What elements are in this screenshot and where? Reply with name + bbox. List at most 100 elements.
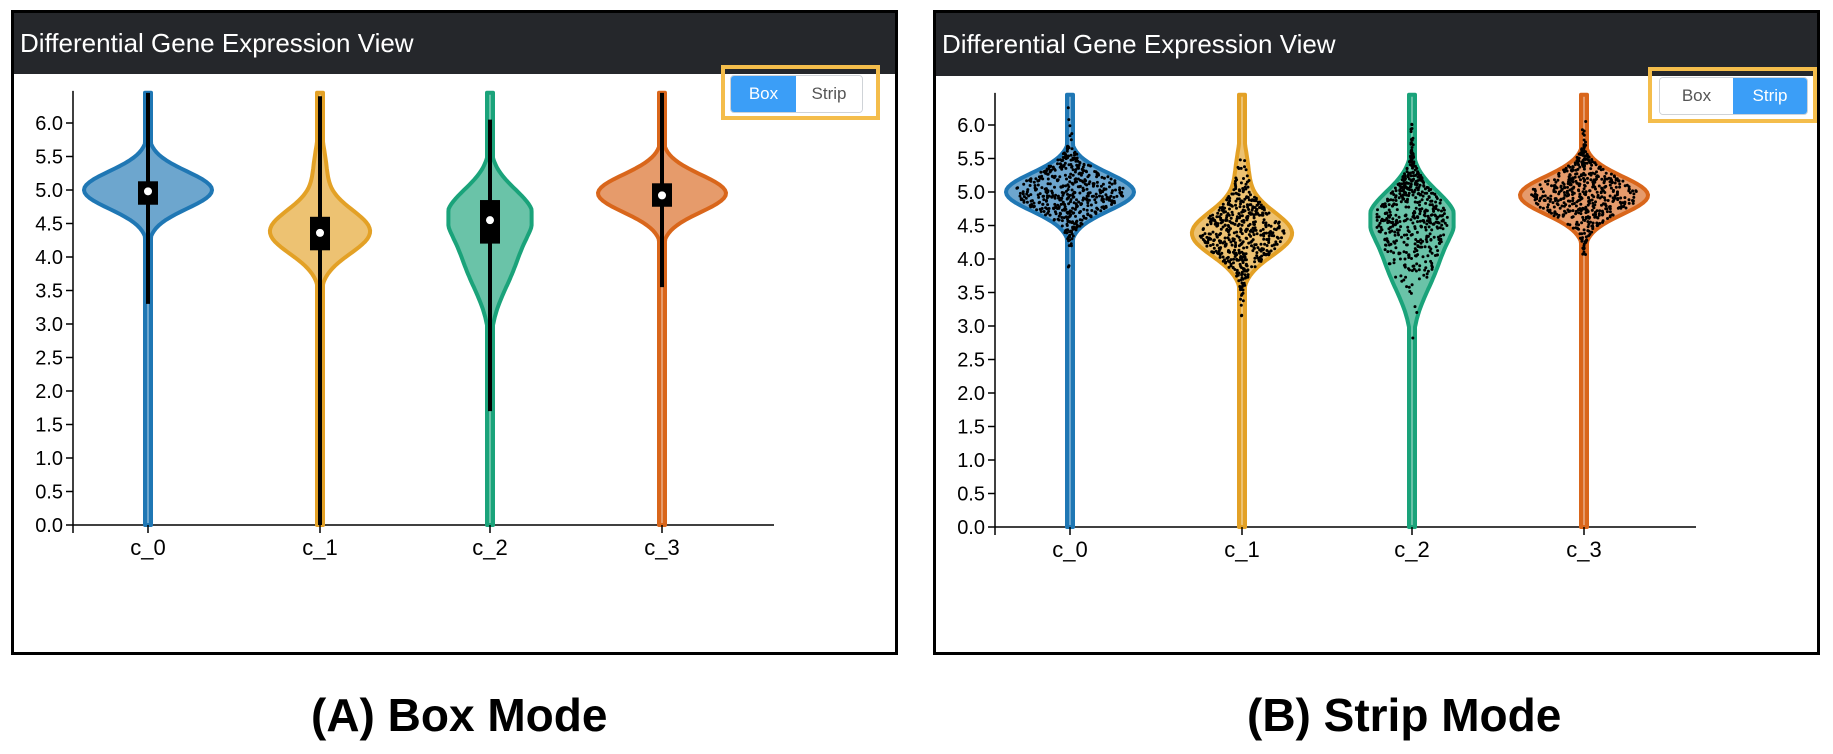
strip-point xyxy=(1571,226,1575,230)
strip-point xyxy=(1273,221,1277,225)
strip-point xyxy=(1252,216,1256,220)
strip-point xyxy=(1085,208,1089,212)
strip-point xyxy=(1253,223,1256,226)
strip-point xyxy=(1571,177,1575,181)
strip-mode-button[interactable]: Strip xyxy=(1733,78,1807,114)
strip-point xyxy=(1596,195,1600,199)
mode-toggle[interactable]: Box Strip xyxy=(1659,77,1808,115)
strip-point xyxy=(1234,187,1238,191)
strip-point xyxy=(1617,179,1621,183)
strip-point xyxy=(1247,198,1251,202)
strip-point xyxy=(1234,179,1237,183)
strip-point xyxy=(1047,207,1051,210)
strip-point xyxy=(1234,241,1237,245)
strip-point xyxy=(1257,258,1261,262)
strip-point xyxy=(1581,132,1585,136)
strip-point xyxy=(1549,194,1553,198)
strip-point xyxy=(1556,178,1560,182)
strip-point xyxy=(1539,196,1542,200)
strip-point xyxy=(1395,203,1399,207)
strip-point xyxy=(1601,167,1605,171)
strip-point xyxy=(1070,147,1074,151)
strip-point xyxy=(1389,213,1393,217)
strip-point xyxy=(1379,225,1383,229)
strip-point xyxy=(1594,200,1597,204)
strip-point xyxy=(1217,239,1221,243)
strip-point xyxy=(1109,177,1113,181)
strip-point xyxy=(1434,200,1438,204)
strip-point xyxy=(1068,220,1071,223)
strip-point xyxy=(1260,258,1263,261)
strip-point xyxy=(1094,212,1098,215)
strip-point xyxy=(1081,186,1085,190)
strip-point xyxy=(1233,248,1237,252)
strip-point xyxy=(1409,174,1413,178)
strip-point xyxy=(1081,165,1085,169)
strip-point xyxy=(1624,206,1628,210)
strip-point xyxy=(1066,192,1069,196)
strip-point xyxy=(1421,255,1425,259)
strip-point xyxy=(1238,251,1241,255)
strip-point xyxy=(1554,185,1558,189)
strip-point xyxy=(1556,203,1560,207)
mode-toggle[interactable]: Box Strip xyxy=(730,75,863,113)
strip-point xyxy=(1095,206,1099,210)
box-mode-button[interactable]: Box xyxy=(731,76,796,112)
strip-point xyxy=(1429,238,1433,242)
strip-point xyxy=(1244,168,1248,172)
strip-point xyxy=(1053,202,1057,206)
strip-point xyxy=(1584,190,1588,194)
strip-point xyxy=(1034,177,1038,181)
strip-point xyxy=(1392,258,1396,262)
strip-point xyxy=(1393,230,1397,234)
strip-point xyxy=(1240,232,1244,236)
strip-point xyxy=(1076,224,1079,228)
strip-point xyxy=(1606,217,1609,220)
strip-point xyxy=(1075,198,1078,202)
panel-box-mode: Differential Gene Expression View 0.0 0.5… xyxy=(11,10,898,655)
strip-point xyxy=(1616,198,1620,202)
strip-point xyxy=(1574,209,1578,213)
strip-point xyxy=(1601,219,1605,223)
strip-point xyxy=(1212,251,1215,255)
strip-point xyxy=(1430,199,1434,203)
strip-point xyxy=(1414,206,1418,210)
strip-point xyxy=(1108,185,1111,189)
strip-point xyxy=(1080,202,1084,206)
strip-point xyxy=(1587,196,1591,200)
strip-point xyxy=(1538,183,1542,187)
y-tick-label: 1.0 xyxy=(35,448,63,470)
strip-point xyxy=(1238,158,1242,162)
strip-point xyxy=(1218,206,1222,210)
strip-point xyxy=(1554,180,1558,184)
strip-point xyxy=(1410,146,1414,149)
strip-point xyxy=(1603,191,1607,194)
strip-point xyxy=(1588,215,1592,219)
strip-point xyxy=(1421,194,1425,198)
strip-point xyxy=(1252,246,1256,250)
strip-point xyxy=(1112,195,1116,199)
strip-point xyxy=(1069,200,1072,204)
strip-point xyxy=(1247,190,1251,194)
strip-point xyxy=(1247,208,1251,211)
strip-point xyxy=(1121,186,1125,190)
strip-point xyxy=(1407,194,1411,198)
strip-point xyxy=(1413,200,1417,204)
strip-point xyxy=(1211,243,1215,246)
strip-point xyxy=(1595,190,1599,194)
strip-point xyxy=(1072,190,1076,194)
strip-point xyxy=(1237,212,1241,216)
strip-point xyxy=(1243,273,1247,277)
strip-mode-button[interactable]: Strip xyxy=(796,76,862,112)
strip-point xyxy=(1570,190,1574,194)
box-mode-button[interactable]: Box xyxy=(1660,78,1733,114)
strip-point xyxy=(1566,208,1570,212)
strip-point xyxy=(1432,209,1435,213)
strip-point xyxy=(1039,170,1043,174)
strip-point xyxy=(1214,221,1218,225)
y-tick-label: 6.0 xyxy=(957,115,985,137)
strip-point xyxy=(1044,187,1048,191)
strip-point xyxy=(1246,275,1250,279)
strip-point xyxy=(1394,199,1398,202)
strip-point xyxy=(1065,149,1069,153)
